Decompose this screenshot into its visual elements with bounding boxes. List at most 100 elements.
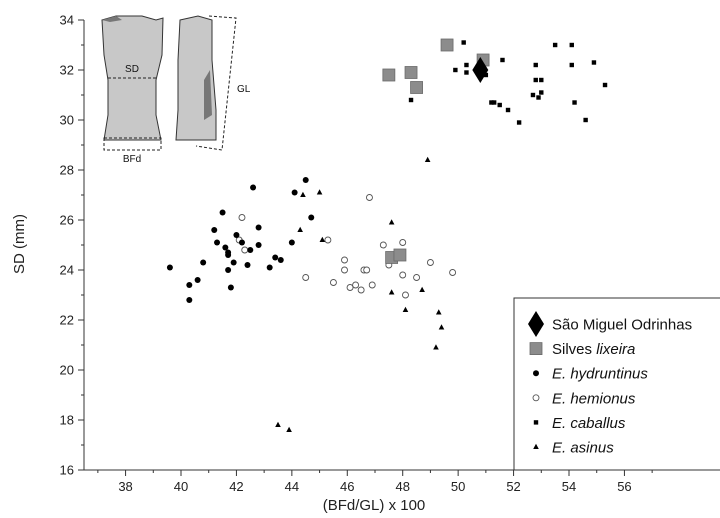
point-filled-square	[483, 72, 489, 78]
point-diamond	[472, 57, 489, 83]
x-tick-label: 48	[395, 479, 409, 494]
point-triangle	[435, 309, 442, 315]
point-filled-circle	[244, 262, 251, 268]
x-axis-title: (BFd/GL) x 100	[323, 497, 426, 514]
point-filled-square	[453, 67, 458, 73]
legend-box	[513, 297, 720, 471]
point-filled-square	[530, 92, 536, 98]
sd-label: SD	[125, 64, 139, 75]
point-filled-square	[572, 100, 577, 105]
legend-label-italic: E. hemionus	[552, 390, 636, 407]
point-filled-circle	[227, 284, 234, 291]
y-tick-label: 32	[60, 63, 74, 78]
point-triangle	[319, 236, 326, 242]
y-tick-label: 26	[60, 213, 74, 228]
point-filled-circle	[219, 209, 226, 216]
point-filled-circle	[247, 247, 254, 253]
point-filled-square	[569, 62, 574, 68]
point-filled-circle	[266, 264, 273, 271]
point-triangle	[433, 344, 439, 350]
point-filled-circle	[255, 224, 262, 231]
point-open-circle	[341, 266, 348, 274]
point-triangle	[300, 191, 306, 197]
point-filled-square	[491, 100, 497, 105]
gl-label: GL	[237, 84, 251, 95]
point-filled-circle	[186, 297, 193, 303]
point-open-circle	[413, 274, 421, 281]
y-tick-label: 24	[60, 263, 74, 278]
point-filled-square	[461, 40, 466, 45]
legend-marker-filled-circle	[533, 370, 539, 377]
point-open-circle	[399, 239, 407, 246]
y-tick-label: 22	[60, 313, 74, 328]
point-square	[393, 248, 407, 262]
point-square	[404, 66, 418, 79]
point-open-circle	[363, 266, 371, 274]
point-filled-circle	[308, 214, 315, 221]
point-filled-square	[464, 70, 469, 75]
legend-label: E. hemionus	[552, 390, 636, 407]
point-filled-circle	[211, 227, 218, 233]
point-triangle	[316, 189, 323, 195]
point-open-circle	[302, 274, 310, 281]
point-filled-square	[583, 117, 588, 123]
point-open-circle	[426, 259, 434, 266]
point-filled-square	[539, 77, 544, 83]
data-points	[166, 38, 608, 432]
point-filled-circle	[291, 189, 298, 196]
bone-side-shade	[204, 70, 212, 120]
x-tick-label: 46	[340, 479, 354, 494]
point-filled-circle	[288, 239, 295, 246]
point-filled-circle	[250, 184, 257, 191]
point-filled-square	[539, 90, 544, 95]
point-open-circle	[449, 269, 457, 276]
gl-measure-box	[195, 15, 237, 151]
point-filled-circle	[166, 264, 173, 271]
point-triangle	[424, 156, 431, 162]
point-triangle	[286, 426, 292, 432]
point-filled-square	[516, 120, 522, 125]
point-triangle	[275, 421, 281, 427]
point-open-circle	[357, 286, 365, 294]
legend-label: E. hydruntinus	[552, 366, 648, 383]
legend-marker-open-circle	[532, 394, 540, 402]
point-filled-square	[536, 95, 541, 100]
point-filled-square	[500, 57, 505, 63]
bfd-label: BFd	[123, 154, 141, 165]
point-filled-square	[569, 42, 574, 48]
x-tick-label: 50	[451, 479, 465, 494]
point-open-circle	[329, 279, 337, 286]
point-triangle	[297, 226, 303, 232]
legend-label-text: São Miguel Odrinhas	[552, 317, 692, 334]
point-filled-circle	[200, 259, 207, 266]
point-triangle	[388, 289, 395, 295]
y-tick-label: 16	[60, 463, 74, 478]
point-open-circle	[352, 281, 360, 289]
point-filled-square	[602, 82, 608, 88]
point-filled-square	[408, 97, 414, 103]
legend-marker-square	[529, 342, 543, 356]
x-tick-label: 56	[617, 479, 631, 494]
point-filled-circle	[272, 254, 279, 261]
point-open-circle	[341, 256, 348, 264]
legend-marker-triangle	[533, 443, 539, 449]
point-filled-circle	[302, 177, 309, 183]
point-square	[410, 81, 423, 94]
point-open-circle	[324, 236, 332, 244]
point-filled-square	[505, 107, 511, 113]
legend-label-italic: E. caballus	[552, 415, 626, 432]
x-tick-label: 42	[229, 479, 243, 494]
point-filled-circle	[214, 239, 221, 246]
bfd-measure-box	[103, 137, 162, 151]
point-square	[382, 68, 396, 82]
point-open-circle	[346, 284, 354, 291]
y-tick-label: 20	[60, 363, 74, 378]
legend-label: São Miguel Odrinhas	[552, 317, 692, 334]
ticks: 38 40 42 44 46 48 50 52 54 56 16 18 20 22 24 26 28 30 32 34	[60, 13, 653, 494]
point-filled-square	[489, 100, 494, 105]
point-triangle	[438, 324, 445, 330]
point-filled-circle	[255, 242, 262, 248]
point-filled-square	[533, 62, 538, 68]
point-filled-circle	[222, 244, 229, 251]
x-tick-label: 54	[562, 479, 576, 494]
